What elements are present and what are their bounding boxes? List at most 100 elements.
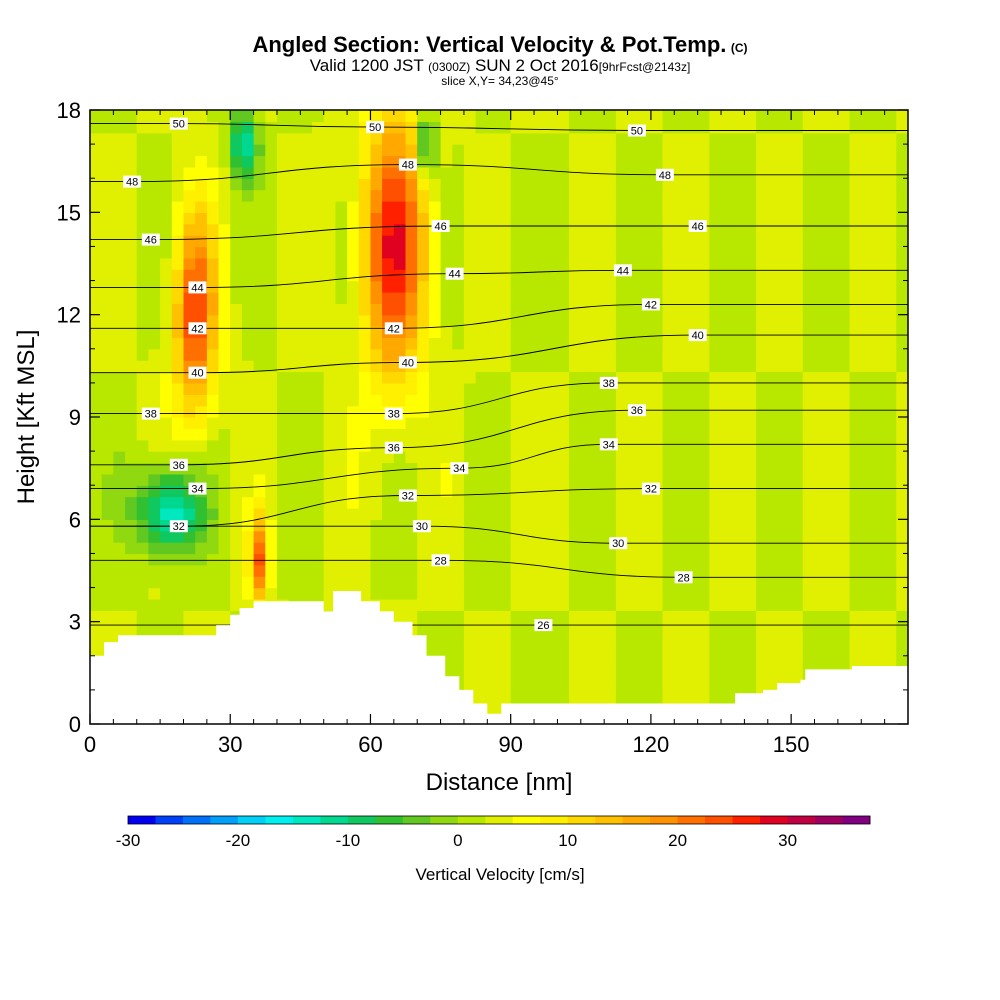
- velocity-cell: [580, 291, 594, 304]
- velocity-cell: [604, 110, 617, 122]
- velocity-cell: [522, 212, 535, 225]
- velocity-cell: [650, 633, 664, 645]
- velocity-cell: [428, 576, 442, 589]
- velocity-cell: [522, 621, 535, 634]
- velocity-cell: [475, 598, 488, 611]
- velocity-cell: [206, 348, 220, 361]
- velocity-cell: [756, 337, 769, 350]
- velocity-cell: [171, 189, 185, 202]
- velocity-cell: [639, 644, 652, 657]
- velocity-cell: [767, 144, 781, 157]
- velocity-cell: [826, 212, 839, 225]
- velocity-cell: [732, 303, 745, 316]
- velocity-cell: [709, 235, 722, 248]
- velocity-cell: [300, 178, 313, 191]
- velocity-cell: [277, 576, 290, 589]
- velocity-cell: [896, 166, 908, 179]
- velocity-cell: [592, 291, 605, 304]
- velocity-cell: [569, 189, 582, 202]
- velocity-cell: [872, 314, 886, 327]
- x-tick-label: 120: [633, 732, 670, 757]
- velocity-cell: [686, 473, 699, 486]
- velocity-cell: [697, 655, 710, 668]
- velocity-cell: [475, 155, 488, 168]
- velocity-cell: [463, 530, 477, 543]
- velocity-cell: [101, 303, 114, 316]
- velocity-cell: [253, 110, 266, 122]
- velocity-cell: [545, 451, 558, 464]
- velocity-cell: [837, 439, 851, 452]
- velocity-cell: [253, 269, 266, 282]
- velocity-cell: [580, 280, 594, 293]
- velocity-cell: [674, 655, 687, 668]
- velocity-cell: [475, 485, 488, 498]
- velocity-cell: [475, 201, 488, 213]
- velocity-cell: [545, 405, 558, 418]
- velocity-cell: [323, 417, 336, 429]
- y-tick-label: 18: [57, 98, 81, 123]
- velocity-cell: [405, 110, 418, 122]
- velocity-cell: [335, 394, 348, 407]
- velocity-cell: [253, 462, 266, 475]
- velocity-cell: [148, 417, 161, 429]
- velocity-cell: [791, 189, 804, 202]
- velocity-cell: [382, 303, 395, 316]
- velocity-cell: [136, 621, 149, 634]
- velocity-cell: [335, 508, 348, 520]
- velocity-cell: [171, 166, 185, 179]
- theta-contour-label: 40: [188, 366, 207, 380]
- velocity-cell: [253, 348, 266, 361]
- velocity-cell: [814, 439, 827, 452]
- velocity-cell: [884, 269, 897, 282]
- velocity-cell: [849, 542, 862, 555]
- velocity-cell: [592, 598, 605, 611]
- velocity-cell: [674, 598, 687, 611]
- velocity-cell: [405, 326, 418, 338]
- velocity-cell: [534, 689, 547, 702]
- velocity-cell: [861, 417, 874, 429]
- velocity-cell: [101, 291, 114, 304]
- velocity-cell: [650, 576, 664, 589]
- velocity-cell: [662, 303, 675, 316]
- velocity-cell: [218, 564, 231, 577]
- velocity-cell: [732, 360, 745, 373]
- velocity-cell: [148, 428, 161, 441]
- velocity-cell: [522, 428, 535, 441]
- velocity-cell: [686, 689, 699, 702]
- velocity-cell: [90, 269, 103, 282]
- velocity-cell: [241, 451, 255, 464]
- velocity-cell: [218, 496, 231, 509]
- velocity-cell: [604, 496, 617, 509]
- velocity-cell: [639, 508, 652, 520]
- velocity-cell: [195, 462, 208, 475]
- velocity-cell: [452, 564, 465, 577]
- velocity-cell: [837, 326, 851, 338]
- velocity-cell: [277, 155, 290, 168]
- velocity-cell: [861, 428, 874, 441]
- velocity-cell: [522, 223, 535, 236]
- velocity-cell: [440, 132, 453, 145]
- slice-info: slice X,Y= 34,23@45°: [441, 74, 559, 88]
- velocity-cell: [148, 462, 161, 475]
- velocity-cell: [814, 462, 827, 475]
- x-tick-label: 0: [84, 732, 96, 757]
- velocity-cell: [393, 178, 407, 191]
- velocity-cell: [744, 314, 757, 327]
- velocity-cell: [650, 326, 664, 338]
- velocity-cell: [382, 291, 395, 304]
- velocity-cell: [218, 360, 231, 373]
- velocity-cell: [849, 178, 862, 191]
- velocity-cell: [253, 473, 266, 486]
- velocity-cell: [101, 485, 114, 498]
- velocity-cell: [767, 417, 781, 429]
- velocity-cell: [861, 155, 874, 168]
- velocity-cell: [896, 246, 908, 259]
- velocity-cell: [312, 269, 325, 282]
- velocity-cell: [265, 314, 278, 327]
- velocity-cell: [499, 644, 512, 657]
- velocity-cell: [370, 508, 383, 520]
- velocity-cell: [323, 519, 336, 532]
- velocity-cell: [113, 519, 126, 532]
- velocity-cell: [592, 542, 605, 555]
- velocity-cell: [312, 337, 325, 350]
